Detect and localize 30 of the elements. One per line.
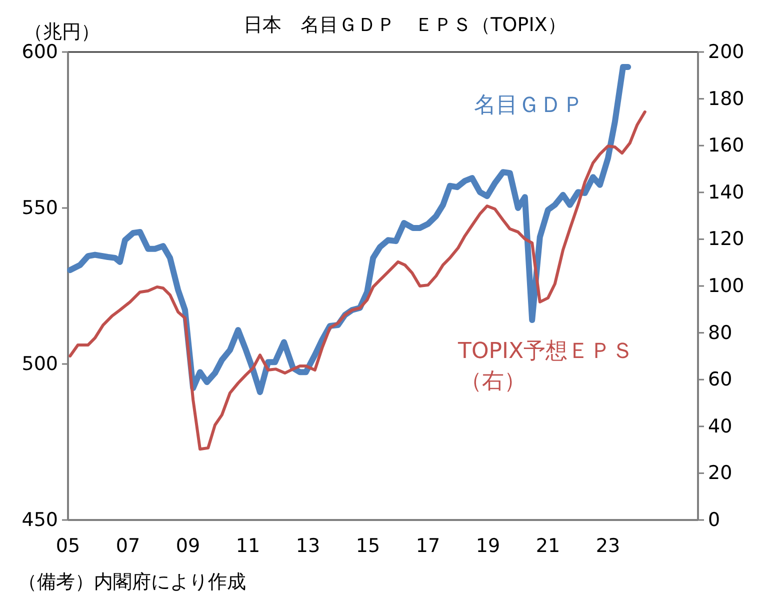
y2-tick-label: 200	[708, 41, 744, 63]
y-tick-label: 500	[22, 353, 58, 375]
y2-tick-label: 100	[708, 275, 744, 297]
x-tick-label: 05	[56, 535, 80, 557]
x-tick-label: 19	[476, 535, 500, 557]
y2-tick-label: 120	[708, 228, 744, 250]
text: （備考）内閣府により作成	[18, 571, 246, 593]
y2-tick-label: 0	[708, 509, 720, 531]
x-tick-label: 09	[176, 535, 200, 557]
text: TOPIX予想ＥＰＳ（右）	[457, 339, 634, 394]
y2-tick-label: 40	[708, 415, 732, 438]
series-label: 名目ＧＤＰ	[474, 93, 584, 118]
x-tick-label: 15	[356, 535, 380, 557]
x-tick-label: 23	[596, 535, 620, 557]
y-tick-label: 550	[22, 197, 58, 219]
x-tick-label: 11	[236, 535, 260, 557]
x-tick-label: 13	[296, 535, 320, 557]
x-tick-label: 07	[116, 535, 140, 557]
y-tick-label: 600	[22, 41, 58, 63]
chart-title: 日本 名目ＧＤＰ ＥＰＳ（TOPIX）	[244, 14, 566, 36]
y2-tick-label: 140	[708, 181, 744, 204]
x-tick-label: 17	[416, 535, 440, 557]
y2-tick-label: 80	[708, 322, 732, 344]
y2-tick-label: 60	[708, 368, 732, 391]
y-axis-title: （兆円）	[24, 21, 100, 43]
x-tick-label: 21	[536, 535, 560, 557]
y2-tick-label: 160	[708, 134, 744, 157]
y2-tick-label: 180	[708, 88, 744, 110]
y-tick-label: 450	[22, 509, 58, 531]
y2-tick-label: 20	[708, 462, 732, 484]
